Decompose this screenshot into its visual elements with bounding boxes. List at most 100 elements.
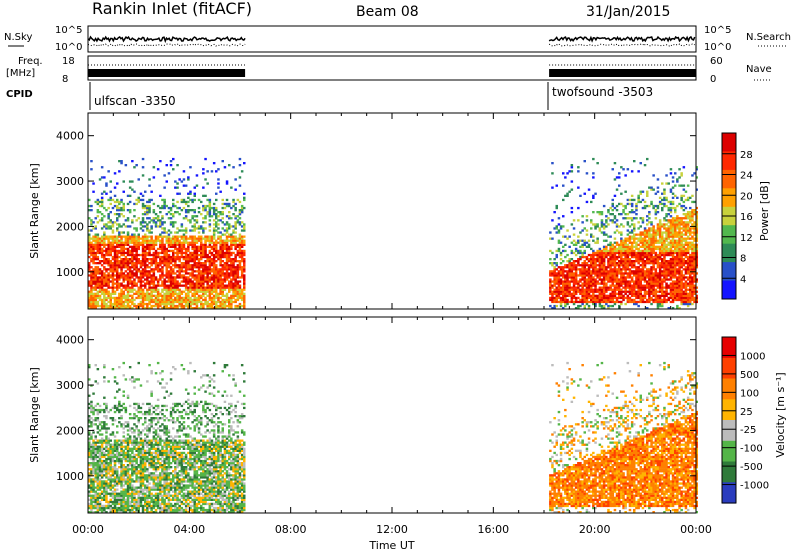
power-cell xyxy=(126,296,130,300)
power-cell xyxy=(204,302,207,306)
power-cell xyxy=(577,186,580,189)
power-cell xyxy=(187,245,190,248)
power-cell xyxy=(161,296,164,300)
power-cell xyxy=(607,253,610,257)
power-cell xyxy=(676,268,679,271)
power-cell xyxy=(230,272,233,275)
power-cell xyxy=(650,302,653,306)
power-cell xyxy=(620,260,623,263)
power-cell xyxy=(148,266,151,269)
power-cell xyxy=(639,290,642,293)
power-cell xyxy=(137,243,140,246)
power-cell xyxy=(671,206,675,210)
power-cell xyxy=(219,251,222,255)
power-cell xyxy=(208,307,212,310)
power-cell xyxy=(167,255,171,259)
power-cell xyxy=(128,186,132,189)
power-cell xyxy=(161,221,164,224)
power-cell xyxy=(600,294,604,297)
power-cell xyxy=(100,213,104,216)
power-cell xyxy=(611,280,614,283)
power-cell xyxy=(152,272,156,275)
power-cell xyxy=(94,251,97,255)
power-cell xyxy=(197,262,201,265)
power-cell xyxy=(648,221,651,224)
power-cell xyxy=(225,180,229,183)
power-cell xyxy=(598,290,602,293)
power-cell xyxy=(643,229,647,232)
power-cell xyxy=(240,243,244,246)
power-cell xyxy=(689,298,692,302)
power-cell xyxy=(133,249,136,253)
power-cell xyxy=(637,194,640,197)
power-cell xyxy=(633,260,636,263)
power-cell xyxy=(120,300,123,304)
power-cell xyxy=(163,243,166,246)
power-cell xyxy=(141,270,145,273)
power-cell xyxy=(618,280,621,283)
power-cell xyxy=(135,255,138,259)
power-cell xyxy=(637,200,640,204)
power-cell xyxy=(665,227,668,230)
power-cell xyxy=(557,284,561,287)
power-cell xyxy=(191,292,194,295)
power-cell xyxy=(107,258,110,261)
power-cell xyxy=(551,300,554,304)
power-cell xyxy=(225,182,229,185)
power-cell xyxy=(624,204,627,208)
power-cell xyxy=(585,262,589,265)
power-cell xyxy=(215,243,218,246)
power-cell xyxy=(639,231,642,234)
power-cell xyxy=(90,168,93,171)
power-cell xyxy=(566,286,569,289)
power-cell xyxy=(126,298,130,302)
power-cell xyxy=(630,284,634,287)
power-cell xyxy=(131,249,134,253)
power-cell xyxy=(176,200,179,204)
power-cell xyxy=(658,264,662,267)
power-cell xyxy=(103,307,106,310)
power-cell xyxy=(195,276,199,279)
power-cell xyxy=(680,290,683,293)
power-cell xyxy=(686,217,690,220)
power-cell xyxy=(669,270,673,273)
power-cell xyxy=(549,231,552,234)
power-cell xyxy=(109,294,112,297)
power-cell xyxy=(122,231,125,234)
power-cell xyxy=(581,264,584,267)
power-cell xyxy=(669,172,673,175)
power-cell xyxy=(240,229,244,232)
power-cell xyxy=(671,296,675,300)
power-cell xyxy=(131,251,134,255)
power-cell xyxy=(624,278,627,281)
power-cell xyxy=(172,284,175,287)
power-cell xyxy=(126,258,130,261)
power-cell xyxy=(141,225,145,228)
power-cell xyxy=(652,268,655,271)
power-cell xyxy=(126,202,130,206)
power-cell xyxy=(652,174,655,177)
power-cell xyxy=(225,223,229,226)
power-cell xyxy=(184,258,188,261)
power-cell xyxy=(103,231,106,234)
power-cell xyxy=(223,247,227,251)
power-cell xyxy=(669,231,673,234)
power-cell xyxy=(167,270,171,273)
power-cell xyxy=(141,264,145,267)
power-cell xyxy=(169,292,173,295)
power-cell xyxy=(602,227,606,230)
power-cell xyxy=(88,282,91,285)
power-cell xyxy=(109,251,112,255)
power-cell xyxy=(622,204,625,208)
power-cell xyxy=(128,194,132,197)
power-cell xyxy=(163,202,166,206)
power-cell xyxy=(633,270,636,273)
power-cell xyxy=(172,168,175,171)
power-cell xyxy=(200,284,203,287)
power-cell xyxy=(116,200,119,204)
power-cell xyxy=(572,264,576,267)
power-cell xyxy=(223,304,227,308)
power-cell xyxy=(594,282,597,285)
power-cell xyxy=(592,176,595,179)
power-cell xyxy=(191,270,194,273)
